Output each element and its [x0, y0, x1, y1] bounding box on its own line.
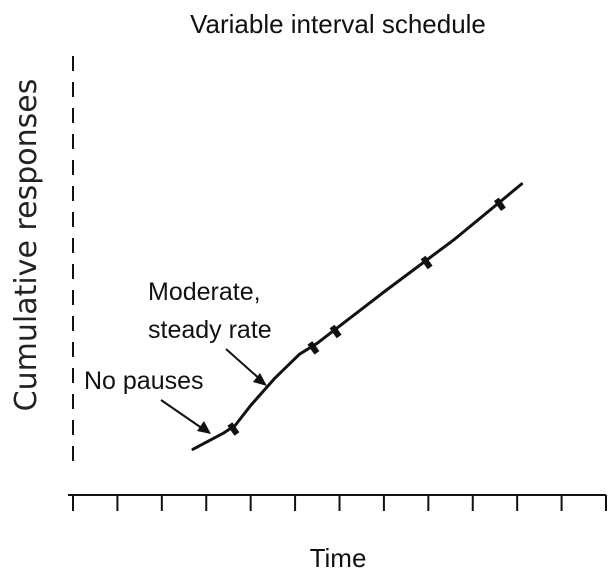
annotation-no-pauses: No pauses — [84, 367, 211, 434]
x-ticks — [72, 495, 607, 511]
y-axis-label: Cumulative responses — [9, 79, 44, 412]
reinforcement-mark — [420, 255, 433, 270]
reinforcement-mark — [307, 341, 320, 355]
annotation-no-pauses-arrow — [160, 399, 207, 432]
annotation-no-pauses-text: No pauses — [84, 367, 204, 395]
annotation-moderate-arrow — [225, 348, 263, 382]
reinforcement-mark — [493, 197, 506, 212]
reinforcement-marks — [227, 197, 506, 436]
reinforcement-mark — [227, 422, 240, 436]
x-axis-label: Time — [310, 543, 367, 573]
annotation-moderate-rate: Moderate, steady rate — [148, 278, 272, 386]
reinforcement-mark — [329, 324, 342, 339]
annotation-moderate-arrowhead — [253, 373, 267, 386]
cumulative-response-line — [191, 182, 524, 451]
annotation-no-pauses-arrowhead — [197, 421, 211, 434]
annotation-moderate-line-2: steady rate — [148, 316, 272, 344]
annotation-moderate-line-1: Moderate, — [148, 278, 261, 306]
chart-title: Variable interval schedule — [190, 9, 486, 39]
